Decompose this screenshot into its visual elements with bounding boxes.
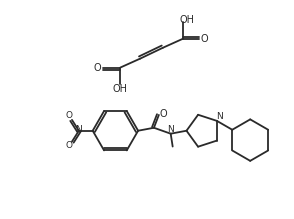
Text: O: O xyxy=(201,34,208,44)
Text: N: N xyxy=(216,112,223,121)
Text: O: O xyxy=(94,63,101,72)
Text: OH: OH xyxy=(113,84,128,94)
Text: O: O xyxy=(66,111,73,120)
Text: O: O xyxy=(66,141,73,150)
Text: O: O xyxy=(160,109,168,119)
Text: N: N xyxy=(167,125,174,134)
Text: OH: OH xyxy=(180,15,195,25)
Text: N: N xyxy=(76,125,82,134)
